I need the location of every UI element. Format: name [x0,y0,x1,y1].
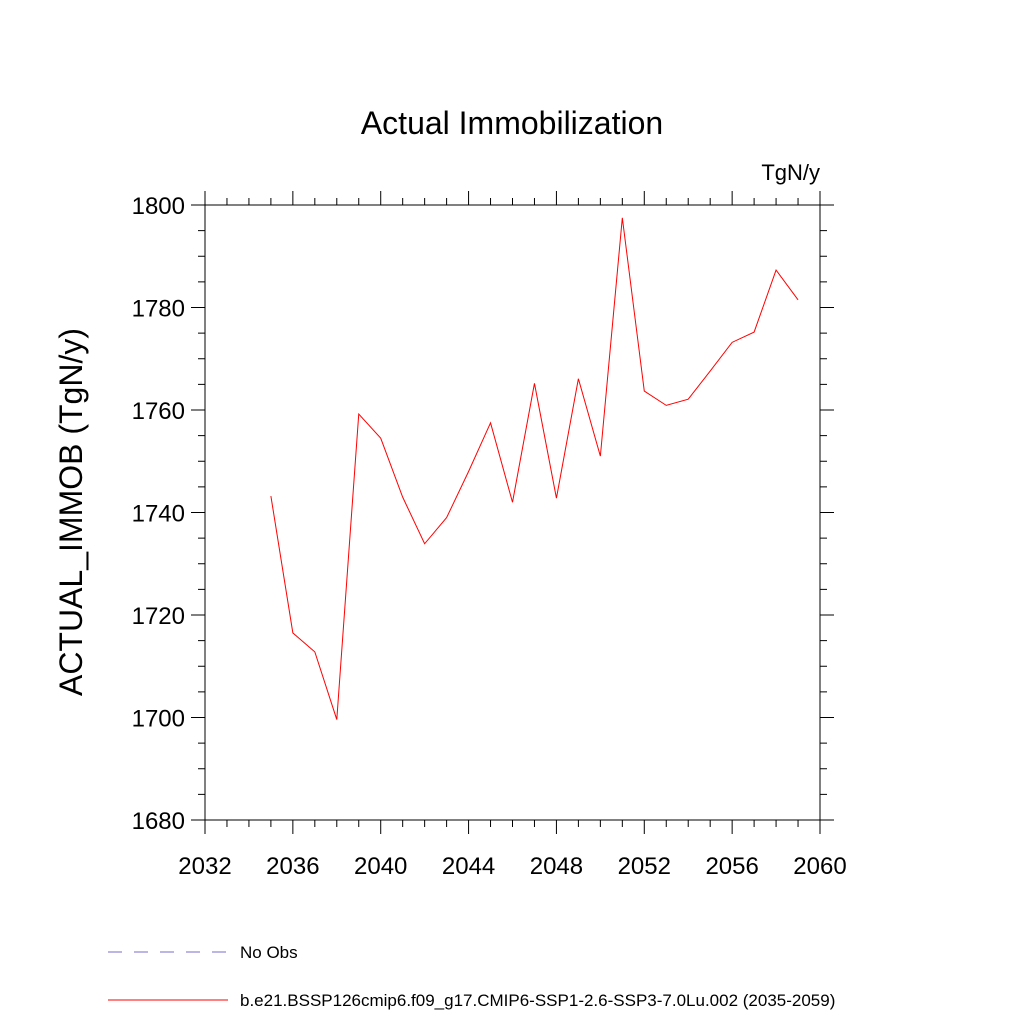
data-point [511,501,514,504]
legend-label-2: b.e21.BSSP126cmip6.f09_g17.CMIP6-SSP1-2.… [240,991,835,1010]
axes: 2032 2036 2040 2044 2048 2052 2056 2060 1680 1700… [132,191,847,880]
series-layer [269,216,800,721]
data-point [577,377,580,380]
data-point [533,382,536,385]
y-tick-label: 1720 [132,603,185,630]
y-tick-label: 1740 [132,501,185,528]
series-line [270,217,799,720]
data-point [753,331,756,334]
data-point [423,542,426,545]
data-point [401,496,404,499]
data-point [555,497,558,500]
data-point [621,216,624,219]
data-point [335,718,338,721]
data-point [731,341,734,344]
data-point [379,437,382,440]
data-point [643,390,646,393]
data-point [467,470,470,473]
y-tick-label: 1700 [132,706,185,733]
data-point [665,404,668,407]
data-point [687,398,690,401]
y-axis-label: ACTUAL_IMMOB (TgN/y) [53,328,89,696]
chart-title: Actual Immobilization [361,105,663,141]
data-point [313,650,316,653]
y-tick-label: 1780 [132,296,185,323]
x-tick-label: 2032 [178,853,231,880]
chart-units: TgN/y [761,160,820,185]
data-point [357,413,360,416]
x-tick-label: 2044 [442,853,495,880]
data-point [445,516,448,519]
plot-frame [204,204,821,821]
data-point [775,269,778,272]
x-tick-label: 2036 [266,853,319,880]
x-tick-label: 2052 [618,853,671,880]
y-tick-label: 1760 [132,398,185,425]
x-tick-label: 2056 [705,853,758,880]
data-point [599,455,602,458]
data-point [797,298,800,301]
legend: No Obs b.e21.BSSP126cmip6.f09_g17.CMIP6-S… [108,943,835,1010]
y-tick-label: 1800 [132,193,185,220]
x-tick-label: 2060 [793,853,846,880]
data-point [269,495,272,498]
legend-label-1: No Obs [240,943,298,962]
data-point [489,421,492,424]
y-tick-label: 1680 [132,808,185,835]
data-point [291,631,294,634]
x-tick-label: 2040 [354,853,407,880]
x-tick-label: 2048 [530,853,583,880]
data-point [709,370,712,373]
